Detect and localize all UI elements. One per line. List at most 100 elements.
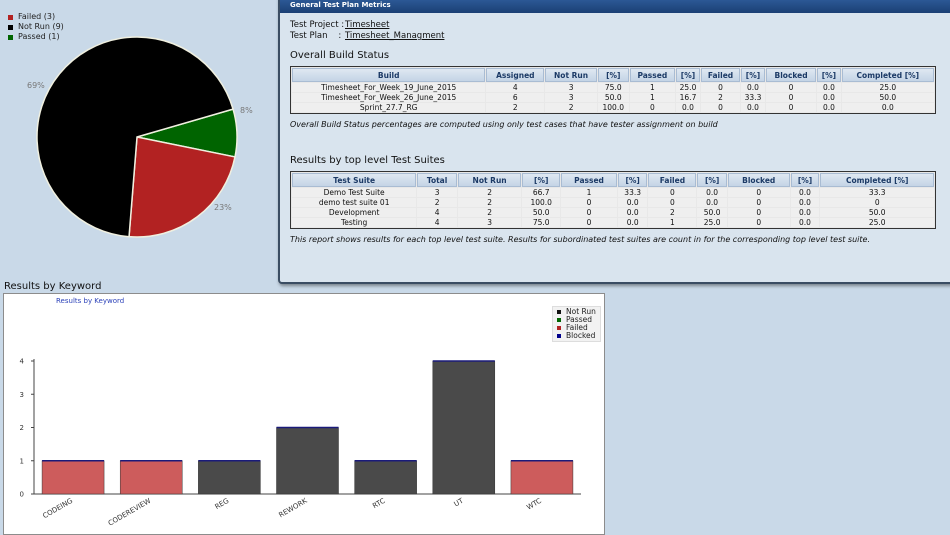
table-cell: 0.0 (817, 83, 841, 92)
legend-label: Blocked (566, 331, 596, 340)
suite-row: Development 4 2 50.0 0 0.0 2 50.0 0 0.0 50.0 (292, 208, 934, 217)
column-header[interactable]: Completed [%] (841, 68, 934, 82)
table-cell: 50.0 (841, 93, 934, 102)
column-header[interactable]: Failed (700, 68, 741, 82)
pie-legend-label: Failed (3) (18, 12, 56, 21)
bar-failed (510, 460, 574, 495)
table-cell: 3 (545, 93, 597, 102)
keyword-bar-chart: 0 1 2 3 4 CODEING CODEREVIEW REG REWORK RTC UT WTC (20, 358, 581, 528)
bar-failed (119, 460, 183, 495)
window-body: Test Project :Timesheet Test Plan : Times… (280, 13, 950, 251)
table-cell: 0 (700, 103, 741, 112)
window-titlebar[interactable]: General Test Plan Metrics (280, 0, 950, 13)
column-header[interactable]: [%] (790, 173, 820, 187)
table-cell: 0.0 (790, 208, 820, 217)
test-plan-label: Test Plan : (290, 31, 342, 41)
x-category-label: WTC (525, 497, 543, 512)
x-category-label: RTC (371, 497, 386, 511)
column-header[interactable]: Completed [%] (820, 173, 934, 187)
table-cell: 0 (629, 103, 676, 112)
column-header[interactable]: Blocked (765, 68, 817, 82)
table-cell: 0.0 (617, 208, 648, 217)
table-cell: Sprint_27.7_RG (292, 103, 486, 112)
column-header[interactable]: [%] (522, 173, 561, 187)
table-cell: 1 (561, 188, 617, 197)
column-header[interactable]: [%] (741, 68, 765, 82)
y-tick-label: 0 (20, 491, 24, 499)
x-category-label: REWORK (278, 497, 309, 520)
column-header[interactable]: Test Suite (292, 173, 417, 187)
blocked-swatch (557, 334, 561, 338)
notrun-swatch (557, 310, 561, 314)
table-cell: 0 (727, 208, 790, 217)
build-status-title: Overall Build Status (290, 50, 390, 61)
column-header[interactable]: [%] (617, 173, 648, 187)
pie-legend-label: Passed (1) (18, 32, 60, 41)
test-project-label: Test Project : (290, 20, 345, 30)
table-cell: 1 (629, 93, 676, 102)
table-cell: 33.3 (741, 93, 765, 102)
table-cell: 2 (457, 208, 522, 217)
column-header[interactable]: Failed (648, 173, 697, 187)
table-cell: 2 (545, 103, 597, 112)
column-header[interactable]: Total (417, 173, 457, 187)
table-cell: 2 (700, 93, 741, 102)
suite-row: Testing 4 3 75.0 0 0.0 1 25.0 0 0.0 25.0 (292, 218, 934, 227)
table-cell: 0 (765, 93, 817, 102)
build-row: Timesheet_For_Week_19_June_2015 4 3 75.0 1 25… (292, 83, 934, 92)
table-cell: 0 (727, 188, 790, 197)
column-header[interactable]: [%] (676, 68, 700, 82)
column-header[interactable]: Not Run (545, 68, 597, 82)
passed-swatch (8, 34, 13, 40)
table-cell: 0 (700, 83, 741, 92)
suite-results-title: Results by top level Test Suites (290, 155, 445, 166)
table-cell: 0 (561, 218, 617, 227)
bar-failed (41, 460, 105, 495)
suite-row: demo test suite 01 2 2 100.0 0 0.0 0 0.0 0 0.0 0 (292, 198, 934, 207)
table-cell: 2 (648, 208, 697, 217)
table-cell: 0.0 (617, 218, 648, 227)
table-cell: 0.0 (817, 103, 841, 112)
table-cell: Development (292, 208, 417, 217)
table-cell: 100.0 (522, 198, 561, 207)
column-header[interactable]: [%] (817, 68, 841, 82)
table-cell: 1 (648, 218, 697, 227)
y-tick-label: 3 (20, 391, 24, 399)
keyword-chart-legend: Not Run Passed Failed Blocked (552, 306, 601, 342)
failed-swatch (557, 326, 561, 330)
column-header[interactable]: [%] (597, 68, 629, 82)
pie-slice-notrun (36, 36, 234, 238)
table-cell: 3 (417, 188, 457, 197)
table-cell: 50.0 (522, 208, 561, 217)
bar-not-run (198, 460, 261, 495)
table-cell: 25.0 (676, 83, 700, 92)
test-plan-row: Test Plan : Timesheet_Managment (290, 31, 942, 42)
x-category-label: REG (214, 497, 231, 511)
column-header[interactable]: Passed (629, 68, 676, 82)
suite-results-table: Test Suite Total Not Run [%] Passed [%] Failed… (290, 171, 936, 229)
column-header[interactable]: Passed (561, 173, 617, 187)
build-row: Sprint_27.7_RG 2 2 100.0 0 0.0 0 0.0 0 0.0 0.0 (292, 103, 934, 112)
table-cell: 2 (457, 198, 522, 207)
pie-pct-passed: 8% (240, 106, 253, 115)
table-cell: 33.3 (617, 188, 648, 197)
table-cell: 0.0 (817, 93, 841, 102)
table-cell: Testing (292, 218, 417, 227)
y-tick-label: 2 (20, 424, 24, 432)
table-cell: 6 (486, 93, 545, 102)
table-cell: 33.3 (820, 188, 934, 197)
test-project-link[interactable]: Timesheet (345, 20, 390, 30)
column-header[interactable]: Blocked (727, 173, 790, 187)
x-category-label: CODEING (42, 497, 75, 520)
passed-swatch (557, 318, 561, 322)
test-plan-link[interactable]: Timesheet_Managment (345, 31, 445, 41)
column-header[interactable]: Build (292, 68, 486, 82)
bar-not-run (354, 460, 417, 495)
column-header[interactable]: Not Run (457, 173, 522, 187)
column-header[interactable]: Assigned (486, 68, 545, 82)
pie-pct-failed: 23% (214, 203, 232, 212)
suite-row: Demo Test Suite 3 2 66.7 1 33.3 0 0.0 0 0.0 33.3 (292, 188, 934, 197)
table-cell: 1 (629, 83, 676, 92)
pie-legend-item-failed: Failed (3) (8, 12, 64, 22)
column-header[interactable]: [%] (697, 173, 727, 187)
